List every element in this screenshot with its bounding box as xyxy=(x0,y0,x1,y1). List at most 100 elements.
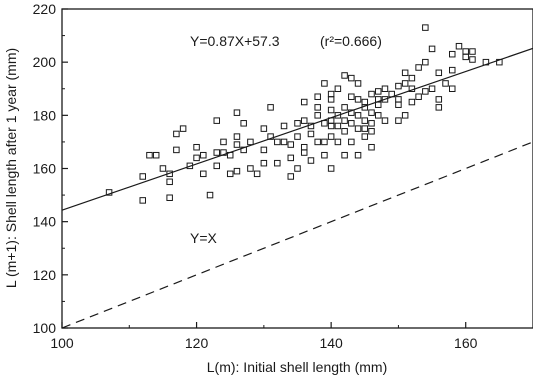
x-tick-label: 140 xyxy=(319,335,343,351)
data-point xyxy=(173,146,180,154)
y-tick-label: 160 xyxy=(33,161,57,177)
data-point xyxy=(300,98,308,106)
data-point xyxy=(348,138,355,146)
identity-line xyxy=(61,141,533,329)
data-point xyxy=(334,122,342,130)
data-point xyxy=(361,133,369,140)
x-tick-label: 160 xyxy=(454,335,478,351)
data-point xyxy=(408,85,416,92)
data-point xyxy=(314,112,321,119)
y-tick-label: 200 xyxy=(33,54,57,70)
data-point xyxy=(395,82,402,90)
data-point xyxy=(166,170,173,178)
data-point xyxy=(226,151,234,159)
data-point xyxy=(213,117,221,124)
data-point xyxy=(247,165,254,172)
data-point xyxy=(368,109,375,116)
data-point xyxy=(200,151,207,159)
data-point xyxy=(314,93,321,100)
data-point xyxy=(314,138,321,146)
data-point xyxy=(260,125,268,132)
y-tick-label: 100 xyxy=(33,320,57,336)
data-point xyxy=(300,143,308,151)
data-point xyxy=(294,165,301,172)
data-point xyxy=(428,85,436,92)
x-tick-label: 100 xyxy=(50,335,74,351)
data-point xyxy=(435,96,443,103)
data-point xyxy=(260,146,268,154)
data-point xyxy=(348,93,355,100)
regression-line-path xyxy=(61,47,533,211)
data-point xyxy=(381,85,389,92)
data-point xyxy=(381,96,389,103)
y-tick-label: 120 xyxy=(33,267,57,283)
identity-line-label: Y=X xyxy=(190,230,218,246)
data-point xyxy=(449,50,456,58)
data-point xyxy=(422,88,429,95)
data-point xyxy=(233,133,241,140)
y-axis-label: L (m+1): Shell length after 1 year (mm) xyxy=(3,48,19,288)
data-point xyxy=(226,170,234,178)
data-point xyxy=(435,69,443,77)
data-point xyxy=(361,98,369,106)
data-point xyxy=(334,138,342,146)
data-point xyxy=(179,125,187,132)
data-point xyxy=(280,138,288,146)
data-point xyxy=(408,98,416,106)
data-point xyxy=(462,48,469,55)
data-point xyxy=(374,112,382,119)
data-point xyxy=(442,80,449,87)
data-point xyxy=(462,53,469,61)
data-point xyxy=(274,138,281,146)
data-point xyxy=(233,141,241,148)
data-point xyxy=(415,64,422,71)
regression-equation-label: Y=0.87X+57.3 xyxy=(190,33,280,49)
y-tick-label: 180 xyxy=(33,107,57,123)
data-point xyxy=(300,117,308,124)
data-point xyxy=(287,141,295,148)
data-point xyxy=(233,109,241,116)
data-point xyxy=(274,159,281,167)
data-point xyxy=(307,122,315,130)
data-point xyxy=(341,151,348,159)
data-point xyxy=(348,109,355,116)
data-point xyxy=(105,189,113,196)
data-point xyxy=(361,117,369,124)
y-axis-ticks: 100 120 140 160 180 200 220 xyxy=(33,1,68,336)
data-point xyxy=(327,96,335,103)
data-point xyxy=(240,146,247,154)
r-squared-label: (r²=0.666) xyxy=(320,33,382,49)
data-point xyxy=(401,112,409,119)
data-point xyxy=(455,42,463,50)
data-point xyxy=(294,133,301,140)
y-tick-label: 220 xyxy=(33,1,57,17)
data-point xyxy=(469,56,476,63)
data-point xyxy=(354,112,362,119)
data-point xyxy=(496,58,503,66)
data-point xyxy=(354,125,362,132)
data-point xyxy=(152,151,160,159)
data-point xyxy=(395,117,402,124)
data-point xyxy=(401,80,409,87)
data-point xyxy=(348,74,355,82)
data-point xyxy=(327,122,335,130)
data-point xyxy=(307,130,315,138)
x-axis-ticks: 100 120 140 160 xyxy=(50,322,478,351)
data-point xyxy=(327,165,335,172)
data-point xyxy=(368,128,375,135)
data-point xyxy=(193,143,200,151)
data-points xyxy=(105,24,503,204)
data-point xyxy=(267,133,274,140)
data-point xyxy=(401,69,409,77)
data-point xyxy=(341,117,348,124)
data-point xyxy=(314,104,321,111)
x-axis-label: L(m): Initial shell length (mm) xyxy=(207,359,388,375)
data-point xyxy=(267,104,274,111)
data-point xyxy=(422,58,429,66)
data-point xyxy=(374,88,382,95)
data-point xyxy=(368,90,375,98)
data-point xyxy=(206,191,214,199)
data-point xyxy=(233,167,241,175)
data-point xyxy=(247,138,254,146)
data-point xyxy=(327,90,335,98)
